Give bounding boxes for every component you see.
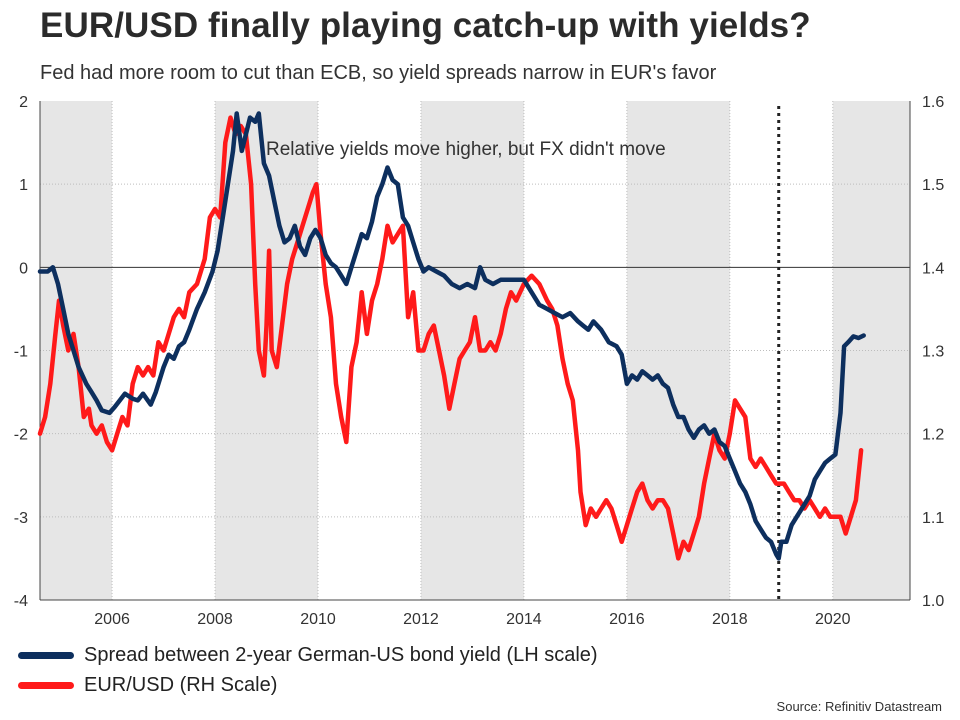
right-tick-label-1: 1.5 [922,177,944,194]
right-tick-label-4: 1.2 [922,427,944,444]
chart-annotation: Relative yields move higher, but FX didn… [266,139,666,160]
right-tick-label-6: 1.0 [922,593,944,610]
chart-title: EUR/USD finally playing catch-up with yi… [40,6,811,45]
left-tick-label-5: -3 [14,510,28,527]
x-tick-label-6: 2018 [712,611,748,628]
x-tick-label-7: 2020 [815,611,851,628]
legend-swatch-spread [18,651,74,659]
series-line-spread [37,111,866,561]
x-tick-label-0: 2006 [94,611,130,628]
left-tick-label-6: -4 [14,593,28,610]
right-tick-label-3: 1.3 [922,344,944,361]
source-note: Source: Refinitiv Datastream [776,699,942,714]
shade-band-3 [626,101,730,600]
x-tick-label-4: 2014 [506,611,542,628]
legend: Spread between 2-year German-US bond yie… [18,640,598,700]
legend-label-spread: Spread between 2-year German-US bond yie… [84,643,598,666]
x-tick-label-5: 2016 [609,611,645,628]
legend-label-eurusd: EUR/USD (RH Scale) [84,673,278,696]
gridlines [40,101,910,600]
right-tick-label-5: 1.1 [922,510,944,527]
legend-swatch-eurusd [18,681,74,689]
x-tick-label-2: 2010 [300,611,336,628]
left-tick-label-0: 2 [19,94,28,111]
right-tick-label-0: 1.6 [922,94,944,111]
left-tick-label-2: 0 [19,260,28,277]
axes [39,101,911,601]
x-tick-label-3: 2012 [403,611,439,628]
chart-subtitle: Fed had more room to cut than ECB, so yi… [40,62,717,84]
left-tick-label-4: -2 [14,427,28,444]
series-lines [37,111,866,561]
legend-item-spread: Spread between 2-year German-US bond yie… [18,640,598,670]
left-tick-label-1: 1 [19,177,28,194]
tick-labels: 2 1 0 -1 -2 -3 -4 1.6 1.5 1.4 1.3 1.2 1.1 1.0 2006 2008… [14,94,945,628]
right-tick-label-2: 1.4 [922,260,944,277]
legend-item-eurusd: EUR/USD (RH Scale) [18,670,598,700]
chart: 2 1 0 -1 -2 -3 -4 1.6 1.5 1.4 1.3 1.2 1.1 1.0 2006 2008… [14,94,945,628]
series-line-eurusd [37,115,864,561]
left-tick-label-3: -1 [14,344,28,361]
x-tick-label-1: 2008 [197,611,233,628]
